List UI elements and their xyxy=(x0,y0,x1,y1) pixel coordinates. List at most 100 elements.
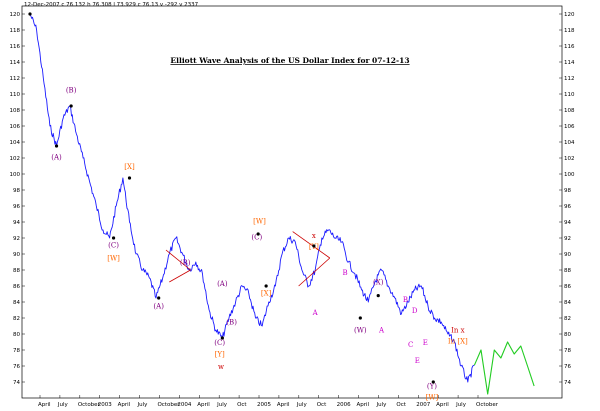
y-tick-label-right: 98 xyxy=(564,188,571,194)
projection-series-line xyxy=(473,341,535,395)
wave-label: (B) xyxy=(66,86,77,94)
wave-label: In x xyxy=(451,326,464,334)
wave-label: (Y) xyxy=(427,382,437,390)
y-tick-label-right: 102 xyxy=(564,156,575,162)
wave-label: B xyxy=(342,269,347,277)
y-tick-label-right: 84 xyxy=(564,300,571,306)
pivot-dot xyxy=(376,294,380,298)
x-tick-label: July xyxy=(375,402,387,408)
y-tick-label-right: 82 xyxy=(564,316,571,322)
y-tick-label-left: 92 xyxy=(13,236,20,242)
plot-frame xyxy=(21,5,563,399)
pivot-dot xyxy=(358,316,362,320)
wave-label: (A) xyxy=(51,154,62,162)
pivot-dot xyxy=(28,12,32,16)
y-tick-label-right: 80 xyxy=(564,332,571,338)
y-tick-label-right: 110 xyxy=(564,92,575,98)
pivot-dot xyxy=(264,284,268,288)
pivot-dot xyxy=(157,296,161,300)
y-tick-label-left: 96 xyxy=(13,204,20,210)
pivot-dot xyxy=(256,232,260,236)
y-tick-label-left: 94 xyxy=(13,220,20,226)
y-tick-label-left: 88 xyxy=(13,268,20,274)
wave-label: A xyxy=(312,309,319,317)
x-tick-label: April xyxy=(197,402,210,408)
x-tick-label: 2003 xyxy=(98,402,112,408)
x-tick-label: 2007 xyxy=(416,402,430,408)
triangle-guide-line xyxy=(298,257,331,287)
pivot-dot xyxy=(220,336,224,340)
wave-label: x xyxy=(312,232,316,240)
x-tick-label: April xyxy=(38,402,51,408)
y-tick-label-left: 116 xyxy=(10,44,21,50)
wave-label: [Y] xyxy=(215,350,225,358)
y-tick-label-right: 116 xyxy=(564,44,575,50)
chart-title: Elliott Wave Analysis of the US Dollar I… xyxy=(170,56,409,65)
y-tick-label-left: 114 xyxy=(10,60,21,66)
wave-label: w xyxy=(218,363,224,371)
y-tick-label-left: 86 xyxy=(13,284,20,290)
y-tick-label-left: 106 xyxy=(10,124,21,130)
wave-label: In [X] xyxy=(448,338,468,346)
wave-label: (C) xyxy=(214,339,225,347)
wave-label: (X) xyxy=(373,278,384,286)
y-tick-label-left: 84 xyxy=(13,300,20,306)
wave-label: C xyxy=(408,341,413,349)
wave-label: (C) xyxy=(108,242,119,250)
x-tick-label: October xyxy=(78,402,101,408)
x-tick-label: October xyxy=(157,402,180,408)
y-tick-label-right: 92 xyxy=(564,236,571,242)
y-axis-ticks: 74 74 76 76 78 78 80 80 82 82 84 84 86 86 88 88 90 90 92 92… xyxy=(10,12,575,386)
y-tick-label-right: 74 xyxy=(564,380,571,386)
y-tick-label-left: 108 xyxy=(10,108,21,114)
wave-label: (B) xyxy=(180,259,191,267)
y-tick-label-left: 82 xyxy=(13,316,20,322)
series-lines xyxy=(29,13,535,395)
y-tick-label-left: 100 xyxy=(10,172,21,178)
pivot-dot xyxy=(127,176,132,180)
y-tick-label-left: 98 xyxy=(13,188,20,194)
y-tick-label-left: 120 xyxy=(10,12,21,18)
x-tick-label: Oct xyxy=(317,402,327,408)
y-tick-label-left: 76 xyxy=(13,364,20,370)
wave-label: (W) xyxy=(354,326,367,334)
y-tick-label-right: 112 xyxy=(564,76,575,82)
wave-label: [W] xyxy=(426,394,439,402)
y-tick-label-right: 120 xyxy=(564,12,575,18)
y-tick-label-right: 106 xyxy=(564,124,575,130)
x-tick-label: 2005 xyxy=(257,402,271,408)
wave-label: (A) xyxy=(217,280,228,288)
header-readout: 12-Dec-2007 c 76.132 h 76.308 l 73.929 c… xyxy=(24,2,199,8)
y-tick-label-left: 90 xyxy=(13,252,20,258)
y-tick-label-left: 102 xyxy=(10,156,21,162)
y-tick-label-right: 100 xyxy=(564,172,575,178)
y-tick-label-right: 94 xyxy=(564,220,571,226)
x-tick-label: July xyxy=(137,402,149,408)
y-tick-label-left: 118 xyxy=(10,28,21,34)
wave-label: E xyxy=(423,339,428,347)
pivot-dot xyxy=(111,236,116,240)
x-tick-label: July xyxy=(216,402,228,408)
wave-label: (A) xyxy=(153,302,164,310)
y-tick-label-left: 112 xyxy=(10,76,21,82)
y-tick-label-right: 96 xyxy=(564,204,571,210)
x-tick-label: July xyxy=(57,402,69,408)
wave-label: [W] xyxy=(253,218,266,226)
wave-label: D xyxy=(412,307,418,315)
triangle-guide-line xyxy=(292,231,331,259)
y-tick-label-left: 74 xyxy=(13,380,20,386)
x-tick-label: 2004 xyxy=(177,402,191,408)
pivot-dot xyxy=(312,244,316,248)
wave-label: [W] xyxy=(107,254,120,262)
price-series-line xyxy=(29,13,475,383)
x-tick-label: Oct xyxy=(396,402,406,408)
y-tick-label-right: 104 xyxy=(564,140,575,146)
y-tick-label-right: 86 xyxy=(564,284,571,290)
x-tick-label: April xyxy=(277,402,290,408)
y-tick-label-right: 78 xyxy=(564,348,571,354)
y-tick-label-right: 90 xyxy=(564,252,571,258)
wave-label: B xyxy=(403,296,408,304)
wave-label: [X] xyxy=(124,163,135,171)
